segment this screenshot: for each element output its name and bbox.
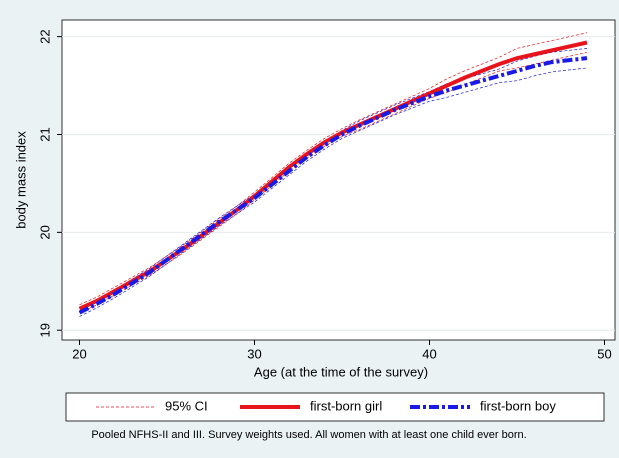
x-tick-label: 50 bbox=[597, 346, 611, 361]
plot-area bbox=[61, 19, 616, 341]
x-tick-label: 40 bbox=[422, 346, 436, 361]
ci-line bbox=[79, 67, 588, 317]
y-tick-label: 20 bbox=[37, 225, 52, 239]
legend bbox=[65, 392, 605, 422]
x-tick-label: 20 bbox=[72, 346, 86, 361]
legend-label: first-born girl bbox=[310, 398, 382, 413]
x-axis-label: Age (at the time of the survey) bbox=[254, 364, 428, 379]
x-tick-label: 30 bbox=[247, 346, 261, 361]
legend-label: first-born boy bbox=[480, 398, 556, 413]
y-axis-label: body mass index bbox=[13, 131, 28, 229]
y-tick-label: 22 bbox=[37, 29, 52, 43]
legend-label: 95% CI bbox=[165, 398, 208, 413]
series-line bbox=[78, 56, 588, 315]
ci-line bbox=[79, 32, 588, 306]
y-tick-label: 21 bbox=[37, 127, 52, 141]
note: Pooled NFHS-II and III. Survey weights u… bbox=[91, 429, 526, 441]
y-tick-label: 19 bbox=[37, 323, 52, 337]
